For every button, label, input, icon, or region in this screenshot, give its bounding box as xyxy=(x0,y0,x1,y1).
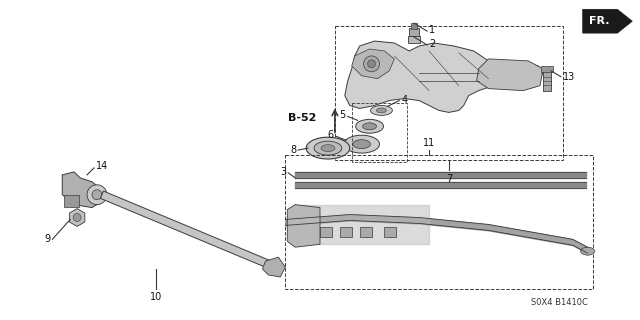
Polygon shape xyxy=(287,204,320,247)
Text: 3: 3 xyxy=(280,167,286,177)
Text: 9: 9 xyxy=(44,234,51,244)
Circle shape xyxy=(367,60,376,68)
Text: 5: 5 xyxy=(340,110,346,120)
Circle shape xyxy=(73,213,81,221)
Circle shape xyxy=(92,190,102,200)
Ellipse shape xyxy=(306,137,349,159)
Ellipse shape xyxy=(580,247,595,255)
Text: 8: 8 xyxy=(290,145,296,155)
Bar xyxy=(64,195,79,207)
Circle shape xyxy=(87,185,107,204)
Bar xyxy=(305,228,317,237)
Text: 4: 4 xyxy=(401,94,408,105)
Ellipse shape xyxy=(356,119,383,133)
Polygon shape xyxy=(352,49,394,79)
Bar xyxy=(409,28,419,36)
Polygon shape xyxy=(69,209,85,227)
Ellipse shape xyxy=(344,135,380,153)
Bar xyxy=(385,228,396,237)
Text: 10: 10 xyxy=(150,292,163,302)
Bar xyxy=(543,69,551,91)
Bar xyxy=(340,228,352,237)
Text: S0X4 B1410C: S0X4 B1410C xyxy=(531,298,588,307)
Bar xyxy=(320,228,332,237)
Text: FR.: FR. xyxy=(589,16,610,26)
Ellipse shape xyxy=(363,123,376,130)
Text: 14: 14 xyxy=(96,161,108,171)
Text: B-52: B-52 xyxy=(287,113,316,124)
Bar xyxy=(412,23,417,29)
Polygon shape xyxy=(100,191,277,271)
Text: 13: 13 xyxy=(563,72,575,82)
Polygon shape xyxy=(345,41,543,112)
Polygon shape xyxy=(62,172,102,208)
Polygon shape xyxy=(477,59,543,91)
Polygon shape xyxy=(582,9,632,33)
Text: 6: 6 xyxy=(328,130,334,140)
Text: 2: 2 xyxy=(429,39,435,49)
Bar xyxy=(408,36,420,43)
Ellipse shape xyxy=(321,145,335,152)
Polygon shape xyxy=(262,257,285,277)
Text: 7: 7 xyxy=(445,174,452,184)
Bar xyxy=(541,66,553,72)
Text: 11: 11 xyxy=(423,138,435,148)
Bar xyxy=(360,228,372,237)
Ellipse shape xyxy=(353,140,371,148)
Ellipse shape xyxy=(376,108,387,113)
Ellipse shape xyxy=(314,141,342,155)
Ellipse shape xyxy=(371,106,392,116)
Circle shape xyxy=(364,56,380,72)
Text: 1: 1 xyxy=(429,25,435,35)
